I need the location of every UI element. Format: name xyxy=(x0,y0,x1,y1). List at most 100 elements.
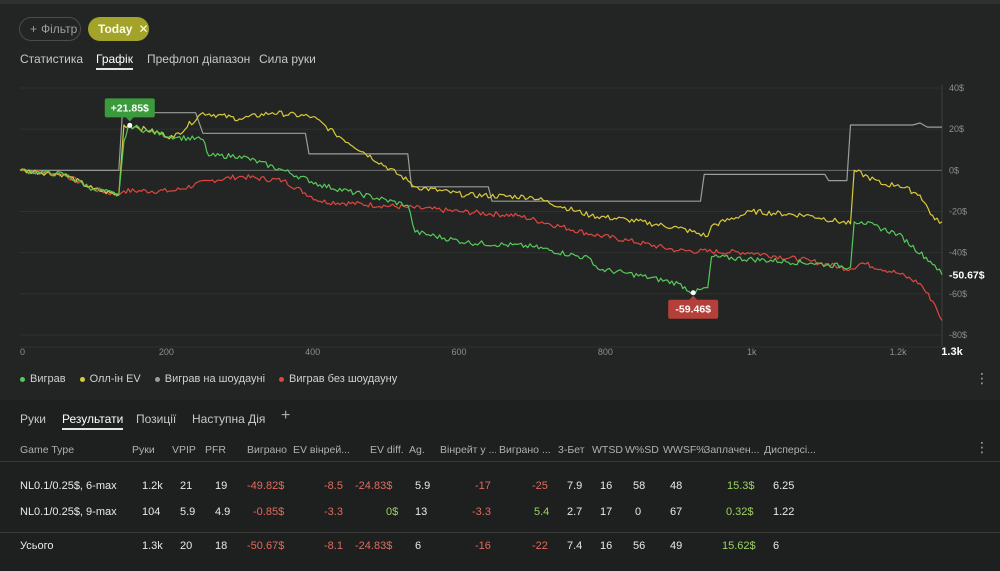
legend-item-allin-ev[interactable]: Олл-ін EV xyxy=(79,373,141,385)
legend-label: Виграв xyxy=(30,373,66,385)
annotation-pointer xyxy=(689,295,698,300)
series-line-allin_ev xyxy=(19,110,943,238)
cell-game-type: NL0.1/0.25$, 9-max xyxy=(20,506,117,518)
annotation-label: -59.46$ xyxy=(675,304,711,316)
cell-game-type: NL0.1/0.25$, 6-max xyxy=(20,480,117,492)
col-3bet[interactable]: 3-Бет xyxy=(558,444,585,456)
cell-wwsf: 67 xyxy=(670,506,683,518)
tab-hand-strength[interactable]: Сила руки xyxy=(259,52,316,66)
tab-next-action[interactable]: Наступна Дія xyxy=(192,412,266,426)
annotation-point xyxy=(690,290,696,296)
cell-wtsd: 16 xyxy=(600,480,613,492)
cell-wtsd: 16 xyxy=(600,540,613,552)
cell-hands: 1.3k xyxy=(142,540,163,552)
add-filter-label: Фільтр xyxy=(41,22,78,36)
col-ev-diff[interactable]: EV diff. xyxy=(370,444,404,456)
cell-ev-diff: -24.83$ xyxy=(355,540,393,552)
cell-ag: 5.9 xyxy=(415,480,431,492)
y-tick-label: -40$ xyxy=(949,248,967,258)
cell-winrate: -17 xyxy=(475,480,491,492)
cell-wsd: 56 xyxy=(633,540,646,552)
add-filter-button[interactable]: + Фільтр xyxy=(19,17,81,41)
col-wsd[interactable]: W%SD xyxy=(625,444,659,456)
annotation-point xyxy=(127,122,133,128)
total-separator xyxy=(0,532,1000,533)
cell-pfr: 19 xyxy=(215,480,228,492)
cell-winrate: -3.3 xyxy=(472,506,491,518)
cell-wwsf: 49 xyxy=(670,540,683,552)
results-table-header: Game Type Руки VPIP PFR Виграно EV вінре… xyxy=(0,440,1000,462)
table-row[interactable]: NL0.1/0.25$, 6-max 1.2k 21 19 -49.82$ -8… xyxy=(0,474,1000,500)
cell-ag: 6 xyxy=(415,540,422,552)
legend-label: Олл-ін EV xyxy=(89,373,141,385)
legend-item-won-showdown[interactable]: Виграв на шоудауні xyxy=(154,373,266,385)
col-wwsf[interactable]: WWSF% xyxy=(663,444,706,456)
close-icon[interactable]: ✕ xyxy=(138,22,149,36)
cell-ev-winrate: -8.1 xyxy=(324,540,343,552)
col-paid[interactable]: Заплачен... xyxy=(704,444,760,456)
tab-statistics[interactable]: Статистика xyxy=(20,52,84,66)
col-won-2[interactable]: Виграно ... xyxy=(499,444,551,456)
cell-won: -0.85$ xyxy=(253,506,285,518)
cell-winrate: -16 xyxy=(475,540,491,552)
cell-wsd: 58 xyxy=(633,480,646,492)
cell-won-2: 5.4 xyxy=(534,506,550,518)
x-axis-ticks: 0 200 400 600 800 1k 1.2k 1.3k xyxy=(20,346,964,358)
y-tick-label: 0$ xyxy=(949,165,959,175)
y-tick-label: -60$ xyxy=(949,289,967,299)
legend-item-won[interactable]: Виграв xyxy=(20,373,66,385)
tab-graph[interactable]: Графік xyxy=(96,52,133,70)
y-tick-label: 20$ xyxy=(949,124,964,134)
col-vpip[interactable]: VPIP xyxy=(172,444,196,456)
tab-hands[interactable]: Руки xyxy=(20,412,46,426)
y-tick-label: -20$ xyxy=(949,207,967,217)
table-total-row: Усього 1.3k 20 18 -50.67$ -8.1 -24.83$ 6… xyxy=(0,534,1000,560)
col-won[interactable]: Виграно xyxy=(247,444,288,456)
cell-wsd: 0 xyxy=(635,506,642,518)
annotation-badge xyxy=(104,98,155,118)
legend-label: Виграв без шоудауну xyxy=(289,373,398,385)
legend-item-won-no-showdown[interactable]: Виграв без шоудауну xyxy=(279,373,397,385)
col-hands[interactable]: Руки xyxy=(132,444,155,456)
tab-results[interactable]: Результати xyxy=(62,412,124,430)
legend-label: Виграв на шоудауні xyxy=(164,373,266,385)
add-tab-plus-icon[interactable]: + xyxy=(281,407,291,424)
cell-wwsf: 48 xyxy=(670,480,683,492)
col-dispersion[interactable]: Дисперсі... xyxy=(764,444,816,456)
today-filter-chip[interactable]: Today ✕ xyxy=(88,17,149,41)
cell-paid: 15.62$ xyxy=(722,540,756,552)
col-game-type[interactable]: Game Type xyxy=(20,444,75,456)
tab-preflop-range[interactable]: Префлоп діапазон xyxy=(147,52,251,66)
cell-won: -49.82$ xyxy=(247,480,285,492)
series-line-won_no_showdown xyxy=(19,169,943,321)
series-lines xyxy=(19,110,943,321)
col-ag[interactable]: Ag. xyxy=(409,444,425,456)
col-pfr[interactable]: PFR xyxy=(205,444,226,456)
chart-more-menu-icon[interactable]: ⋮ xyxy=(975,370,989,386)
cell-ev-winrate: -3.3 xyxy=(324,506,343,518)
col-winrate[interactable]: Вінрейт у ... xyxy=(440,444,496,456)
cell-ev-diff: 0$ xyxy=(386,506,399,518)
cell-3bet: 2.7 xyxy=(567,506,583,518)
cell-paid: 0.32$ xyxy=(726,506,754,518)
table-row[interactable]: NL0.1/0.25$, 9-max 104 5.9 4.9 -0.85$ -3… xyxy=(0,500,1000,526)
chart-annotations: +21.85$ -59.46$ -50.67$ xyxy=(104,98,985,319)
legend-dot-icon xyxy=(79,376,85,382)
cell-hands: 104 xyxy=(142,506,161,518)
x-tick-label: 200 xyxy=(159,347,174,357)
table-more-menu-icon[interactable]: ⋮ xyxy=(975,439,989,455)
x-tick-label: 600 xyxy=(452,347,467,357)
legend-dot-icon xyxy=(20,376,25,382)
cell-hands: 1.2k xyxy=(142,480,163,492)
col-ev-winrate[interactable]: EV вінрей... xyxy=(293,444,350,456)
cell-vpip: 21 xyxy=(180,480,193,492)
cell-3bet: 7.4 xyxy=(567,540,583,552)
y-tick-label: -80$ xyxy=(949,330,967,340)
col-wtsd[interactable]: WTSD xyxy=(592,444,623,456)
plus-icon: + xyxy=(30,22,38,36)
tab-positions[interactable]: Позиції xyxy=(136,412,177,426)
chart-legend: Виграв Олл-ін EV Виграв на шоудауні Вигр… xyxy=(20,373,397,385)
cell-won: -50.67$ xyxy=(247,540,285,552)
cell-dispersion: 1.22 xyxy=(773,506,795,518)
x-tick-label: 1k xyxy=(747,347,757,357)
